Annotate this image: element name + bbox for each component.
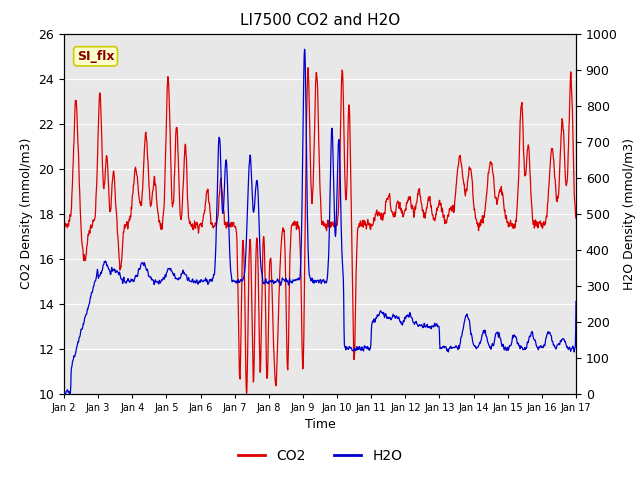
Legend: CO2, H2O: CO2, H2O: [232, 443, 408, 468]
X-axis label: Time: Time: [305, 418, 335, 431]
Y-axis label: H2O Density (mmol/m3): H2O Density (mmol/m3): [623, 138, 636, 289]
Title: LI7500 CO2 and H2O: LI7500 CO2 and H2O: [240, 13, 400, 28]
Y-axis label: CO2 Density (mmol/m3): CO2 Density (mmol/m3): [20, 138, 33, 289]
Text: SI_flx: SI_flx: [77, 50, 115, 63]
